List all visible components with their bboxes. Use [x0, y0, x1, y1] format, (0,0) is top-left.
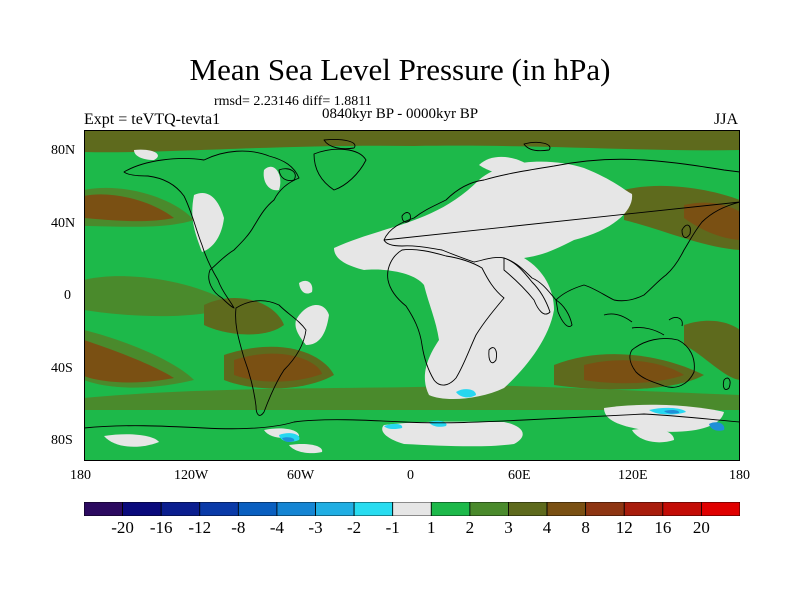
lon-label-60e: 60E — [508, 468, 531, 483]
colorbar-swatch — [276, 502, 316, 516]
lon-label-180w: 180 — [70, 468, 91, 483]
colorbar-swatch — [122, 502, 162, 516]
lat-label-40n: 40N — [51, 216, 76, 231]
colorbar-label: -4 — [269, 518, 285, 537]
colorbar-label: 12 — [615, 518, 633, 537]
colorbar-swatch — [546, 502, 587, 516]
colorbar-label: 3 — [504, 518, 513, 537]
lon-label-0: 0 — [407, 468, 414, 483]
negative-anomaly-spots — [279, 389, 725, 442]
lon-label-120e: 120E — [618, 468, 648, 483]
near-zero-regions — [104, 149, 724, 454]
map-frame — [84, 130, 740, 461]
colorbar-label: 8 — [581, 518, 590, 537]
colorbar-label: 2 — [465, 518, 475, 537]
colorbar-swatch — [392, 502, 432, 516]
colorbar-label: 20 — [692, 518, 710, 537]
pressure-anomaly-map — [84, 130, 740, 461]
colorbar-swatch — [623, 502, 664, 516]
time-period-label: 0840kyr BP - 0000kyr BP — [322, 106, 479, 122]
lat-label-0: 0 — [64, 288, 71, 303]
lon-label-180e: 180 — [729, 468, 750, 483]
colorbar-label: -8 — [231, 518, 246, 537]
lat-label-80s: 80S — [51, 433, 73, 448]
colorbar-label: -20 — [111, 518, 134, 537]
colorbar-label: -3 — [308, 518, 323, 537]
season-label: JJA — [714, 111, 739, 128]
chart-title: Mean Sea Level Pressure (in hPa) — [189, 52, 611, 87]
colorbar-swatch — [662, 502, 702, 516]
colorbar-swatch — [353, 502, 394, 516]
experiment-label: Expt = teVTQ-tevta1 — [84, 111, 221, 128]
colorbar-swatch — [160, 502, 201, 516]
lat-label-40s: 40S — [51, 361, 73, 376]
colorbar-swatch — [469, 502, 509, 516]
colorbar-label: 1 — [427, 518, 436, 537]
colorbar-swatch — [84, 502, 123, 516]
colorbar-swatch — [701, 502, 740, 516]
colorbar — [84, 502, 740, 516]
lon-label-120w: 120W — [174, 468, 209, 483]
colorbar-swatch — [585, 502, 625, 516]
colorbar-swatch — [315, 502, 355, 516]
colorbar-label: -2 — [347, 518, 362, 537]
colorbar-label: 4 — [542, 518, 552, 537]
colorbar-label: -1 — [385, 518, 400, 537]
colorbar-swatch — [430, 502, 471, 516]
coastlines — [84, 139, 740, 430]
colorbar-swatch — [508, 502, 548, 516]
colorbar-swatch — [199, 502, 239, 516]
lon-label-60w: 60W — [287, 468, 315, 483]
colorbar-label: 16 — [654, 518, 672, 537]
rmsd-diff-stats: rmsd= 2.23146 diff= 1.8811 — [214, 94, 372, 109]
colorbar-label: -16 — [149, 518, 173, 537]
colorbar-swatch — [237, 502, 278, 516]
lat-label-80n: 80N — [51, 143, 76, 158]
brown-anomaly-regions — [84, 194, 740, 384]
colorbar-label: -12 — [188, 518, 212, 537]
